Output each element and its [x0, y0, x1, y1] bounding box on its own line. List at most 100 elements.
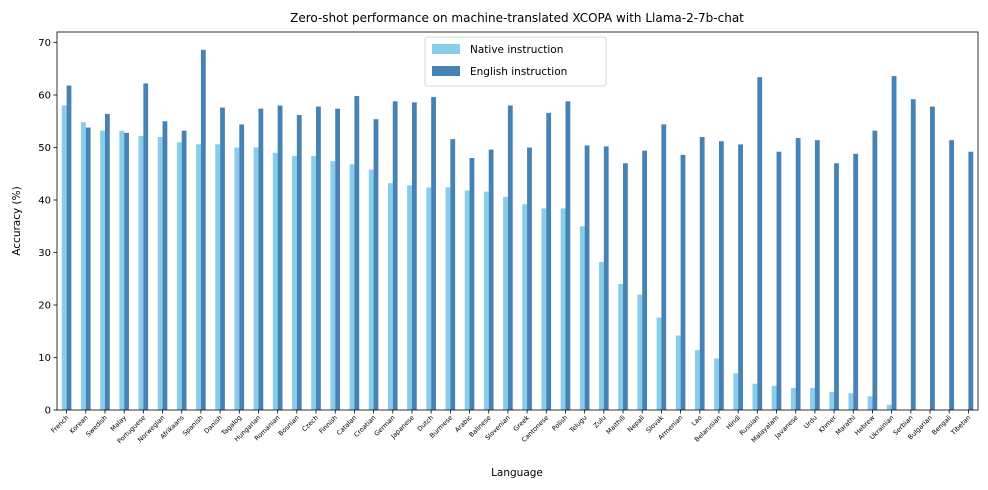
bar-native-hungarian: [253, 147, 259, 410]
x-axis-label: Language: [491, 467, 543, 479]
bar-english-bengali: [949, 140, 955, 410]
bar-native-catalan: [349, 164, 355, 410]
legend-label-english: English instruction: [470, 66, 567, 78]
bar-native-german: [387, 183, 393, 410]
bars-group: [61, 49, 974, 411]
bar-english-hindi: [738, 144, 743, 410]
y-tick-label-0: 0: [45, 406, 51, 417]
bar-native-nepali: [637, 294, 643, 410]
bar-english-javanese: [795, 138, 801, 411]
bar-native-slovak: [656, 317, 662, 410]
bar-native-croatian: [368, 169, 374, 410]
bar-english-greek: [527, 147, 532, 410]
bar-native-malay: [119, 130, 125, 410]
bar-english-croatian: [373, 119, 379, 411]
bar-native-japanese: [407, 185, 412, 410]
bar-english-urdu: [814, 140, 820, 410]
bar-native-malayalam: [771, 385, 777, 410]
bar-english-lao: [699, 137, 705, 410]
bar-native-balinese: [483, 191, 489, 410]
bar-native-khmer: [829, 392, 835, 410]
bar-native-hindi: [733, 373, 739, 410]
bar-english-hebrew: [872, 130, 878, 410]
bar-english-malayalam: [776, 151, 782, 410]
bar-native-javanese: [790, 387, 796, 410]
bar-english-russian: [757, 77, 763, 411]
bar-english-dutch: [431, 97, 436, 410]
bar-native-telugu: [579, 226, 585, 410]
bar-native-dutch: [426, 187, 432, 410]
bar-english-danish: [220, 107, 225, 410]
bar-english-catalan: [354, 96, 360, 411]
bar-english-bulgarian: [930, 106, 935, 411]
bar-native-norwegian: [157, 137, 163, 410]
bar-english-czech: [316, 106, 321, 411]
bar-english-belarusian: [718, 141, 724, 410]
chart-title: Zero-shot performance on machine-transla…: [290, 11, 744, 25]
bar-english-zulu: [603, 146, 609, 410]
legend-swatch-native: [432, 44, 460, 54]
bar-native-hebrew: [867, 396, 873, 410]
y-tick-label-60: 60: [38, 91, 51, 102]
bar-english-swedish: [104, 113, 110, 411]
bar-english-balinese: [488, 149, 494, 410]
legend: Native instruction English instruction: [424, 36, 607, 87]
bar-english-cantonese: [546, 112, 552, 410]
bar-native-russian: [752, 383, 758, 410]
bar-native-spanish: [196, 144, 201, 410]
bar-english-slovak: [661, 124, 667, 411]
bar-native-maithili: [618, 284, 624, 410]
bar-english-french: [66, 85, 72, 411]
bar-native-urdu: [810, 387, 815, 410]
y-tick-label-20: 20: [38, 301, 51, 312]
bar-english-burmese: [450, 139, 456, 410]
bar-native-marathi: [848, 393, 854, 410]
bar-native-swedish: [100, 130, 105, 410]
bar-native-czech: [311, 155, 317, 410]
bar-english-korean: [85, 127, 91, 411]
bar-english-polish: [565, 101, 571, 411]
bar-english-armenian: [680, 154, 686, 410]
bar-english-arabic: [469, 158, 475, 410]
bar-native-polish: [560, 208, 566, 410]
y-tick-label-40: 40: [38, 196, 51, 207]
bar-english-japanese: [411, 102, 417, 410]
bar-native-bosnian: [292, 155, 297, 410]
bar-native-korean: [80, 122, 86, 411]
bar-native-romanian: [272, 152, 278, 410]
bar-english-tagalog: [239, 124, 245, 411]
bar-english-german: [392, 101, 398, 411]
bar-english-nepali: [642, 150, 648, 410]
bar-english-afrikaans: [181, 130, 187, 410]
bar-english-maithili: [623, 163, 628, 410]
bar-english-hungarian: [258, 108, 264, 411]
y-tick-label-30: 30: [38, 248, 51, 259]
bar-english-bosnian: [296, 114, 302, 410]
bar-native-danish: [215, 144, 221, 410]
bar-english-portuguese: [143, 83, 149, 410]
bar-native-french: [61, 105, 67, 410]
bar-english-malay: [124, 132, 129, 411]
bar-native-slovenian: [503, 196, 508, 410]
legend-label-native: Native instruction: [470, 44, 563, 56]
bar-native-portuguese: [138, 135, 144, 410]
y-axis-ticks: 0 10 20 30 40 50 60 70: [38, 38, 57, 417]
bar-native-cantonese: [541, 208, 547, 410]
bar-english-slovenian: [507, 105, 513, 410]
bar-native-finnish: [330, 161, 336, 410]
bar-english-ukrainian: [891, 76, 897, 410]
bar-native-zulu: [599, 261, 604, 410]
bar-native-ukrainian: [886, 404, 892, 410]
bar-english-tibetan: [968, 151, 974, 410]
bar-native-belarusian: [714, 358, 719, 410]
y-tick-label-50: 50: [38, 143, 51, 154]
bar-english-serbian: [910, 99, 916, 410]
bar-native-arabic: [464, 190, 470, 410]
bar-english-finnish: [335, 108, 341, 411]
bar-english-khmer: [834, 163, 839, 410]
y-tick-label-70: 70: [38, 38, 51, 49]
bar-native-afrikaans: [176, 142, 182, 410]
bar-english-norwegian: [162, 121, 168, 410]
legend-box: [424, 36, 607, 87]
